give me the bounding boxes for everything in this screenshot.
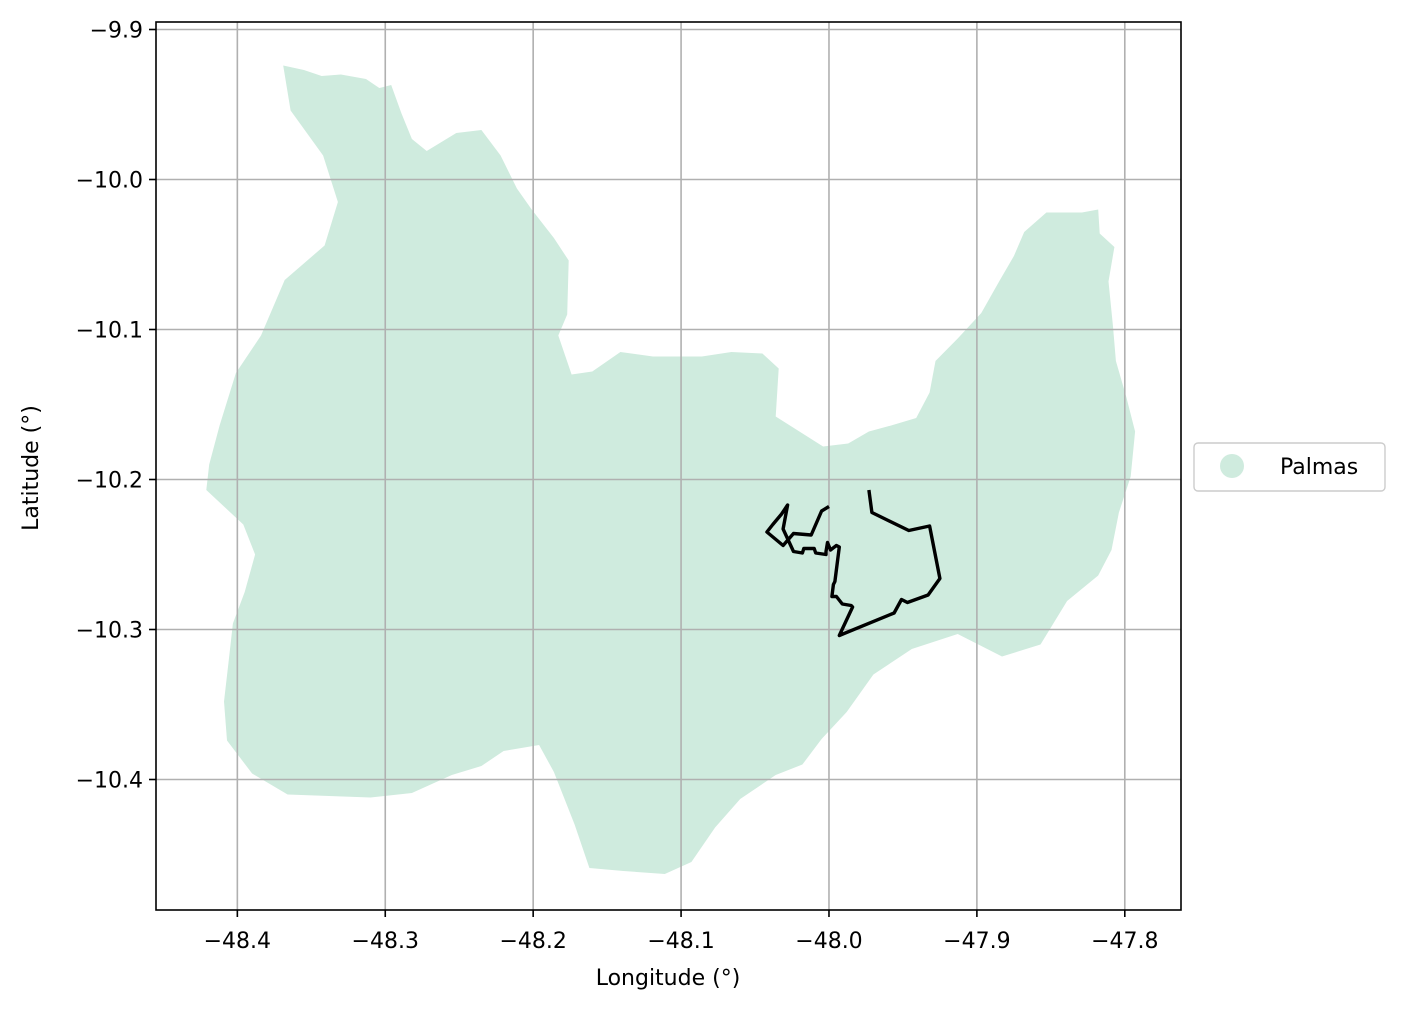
axes-frame (155, 21, 1182, 911)
y-tick-label: −10.0 (76, 169, 143, 194)
legend-swatch (1220, 454, 1244, 478)
boundary-outline (765, 489, 942, 638)
x-axis-label: Longitude (°) (596, 966, 741, 991)
y-tick-label: −10.2 (76, 469, 143, 494)
region-layer (206, 65, 1136, 874)
x-tick-label: −48.4 (204, 929, 271, 954)
grid-layer (156, 22, 1181, 910)
y-tick-label: −10.4 (76, 769, 143, 794)
outline-layer (765, 489, 942, 638)
x-tick-label: −48.1 (647, 929, 714, 954)
plot-area (155, 21, 1182, 911)
x-tick-label: −48.3 (352, 929, 419, 954)
x-tick-label: −48.2 (499, 929, 566, 954)
x-tick-label: −47.8 (1091, 929, 1158, 954)
x-tick-label: −48.0 (795, 929, 862, 954)
y-axis-ticks: −9.9 −10.0 −10.1 −10.2 −10.3 −10.4 (76, 19, 156, 794)
y-tick-label: −10.3 (76, 619, 143, 644)
x-axis-ticks: −48.4 −48.3 −48.2 −48.1 −48.0 −47.9 −47.8 (204, 910, 1159, 954)
region-palmas (206, 65, 1136, 874)
y-tick-label: −10.1 (76, 319, 143, 344)
legend: Palmas (1193, 442, 1386, 492)
legend-label: Palmas (1280, 455, 1358, 480)
y-tick-label: −9.9 (90, 19, 143, 44)
x-tick-label: −47.9 (943, 929, 1010, 954)
y-axis-label: Latitude (°) (19, 405, 44, 531)
legend-box (1193, 442, 1386, 492)
